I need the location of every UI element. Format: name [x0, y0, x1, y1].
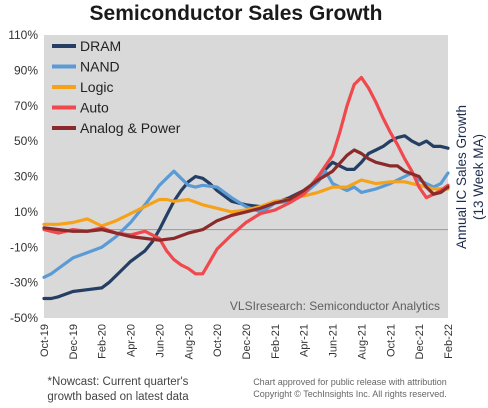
legend: DRAM NAND Logic Auto Analog & Power — [52, 38, 181, 136]
copyright-line2: Copyright © TechInsights Inc. All rights… — [253, 389, 447, 399]
y-tick-label: 10% — [14, 205, 38, 219]
y-tick-label: 110% — [8, 28, 38, 42]
y-axis-label-line2: (13 Week MA) — [471, 134, 486, 220]
x-axis: Oct-19 Dec-19 Feb-20 Apr-20 Jun-20 Aug-20 Oct-… — [39, 324, 455, 359]
y-axis-label-line1: Annual IC Sales Growth — [454, 105, 469, 249]
legend-label: Analog & Power — [80, 120, 181, 136]
footnote-line2: growth based on latest data — [47, 391, 189, 403]
x-tick-label: Jun-20 — [154, 324, 166, 358]
x-tick-label: Dec-19 — [68, 324, 80, 359]
y-tick-label: 70% — [14, 99, 38, 113]
footnote-line1: *Nowcast: Current quarter's — [48, 376, 189, 388]
y-tick-label: 50% — [14, 134, 38, 148]
y-tick-label: 90% — [14, 63, 38, 77]
legend-label: Auto — [80, 100, 109, 116]
legend-label: Logic — [80, 79, 113, 95]
source-label: VLSIresearch: Semiconductor Analytics — [230, 299, 440, 313]
x-tick-label: Jun-21 — [328, 324, 340, 358]
x-tick-label: Aug-21 — [356, 324, 368, 359]
legend-label: DRAM — [80, 38, 121, 54]
x-tick-label: Aug-20 — [183, 324, 195, 359]
series-line-logic — [42, 178, 450, 228]
x-tick-label: Feb-21 — [270, 324, 282, 359]
x-tick-label: Oct-19 — [39, 324, 51, 357]
series-line-auto — [42, 75, 450, 276]
y-tick-label: -50% — [10, 311, 38, 325]
x-tick-label: Oct-21 — [385, 324, 397, 357]
series-line-analog-power — [42, 148, 450, 242]
legend-label: NAND — [80, 59, 120, 75]
y-tick-label: -30% — [10, 276, 38, 290]
x-tick-label: Dec-21 — [414, 324, 426, 359]
x-tick-label: Feb-22 — [443, 324, 455, 359]
x-tick-label: Oct-20 — [212, 324, 224, 357]
y-tick-label: 30% — [14, 170, 38, 184]
x-tick-label: Apr-20 — [126, 324, 138, 357]
x-tick-label: Apr-21 — [299, 324, 311, 357]
series-line-nand — [42, 169, 450, 279]
x-tick-label: Feb-20 — [97, 324, 109, 359]
chart-title: Semiconductor Sales Growth — [90, 2, 383, 25]
plot-area — [44, 35, 448, 318]
y-axis: -50% -30% -10% 10% 30% 50% 70% 90% 110% — [8, 28, 38, 325]
x-tick-label: Dec-20 — [241, 324, 253, 359]
y-tick-label: -10% — [10, 240, 38, 254]
series-layer — [42, 75, 450, 301]
copyright-line1: Chart approved for public release with a… — [253, 377, 447, 387]
